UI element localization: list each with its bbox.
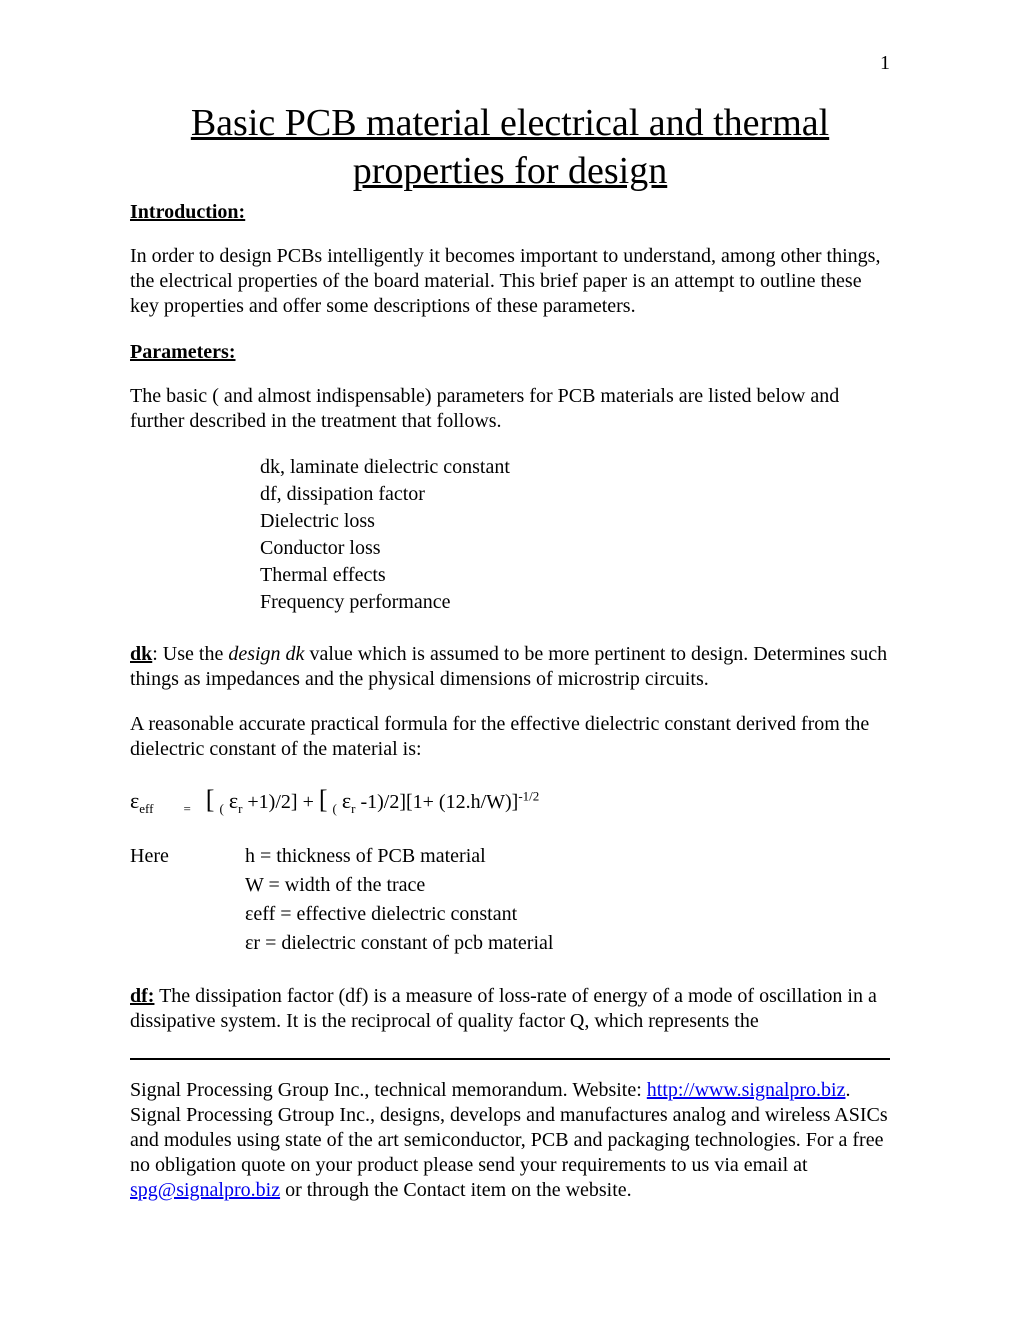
parameters-heading: Parameters: bbox=[130, 341, 890, 364]
page-number: 1 bbox=[880, 52, 890, 75]
def-eff-text: = effective dielectric constant bbox=[275, 903, 517, 925]
here-label: Here bbox=[130, 842, 240, 871]
def-eff: εeff = effective dielectric constant bbox=[245, 900, 553, 929]
df-label: df: bbox=[130, 985, 154, 1007]
list-item: Dielectric loss bbox=[260, 508, 890, 535]
list-item: dk, laminate dielectric constant bbox=[260, 454, 890, 481]
list-item: Conductor loss bbox=[260, 535, 890, 562]
definitions: h = thickness of PCB material W = width … bbox=[245, 842, 553, 958]
formula-intro: A reasonable accurate practical formula … bbox=[130, 712, 890, 762]
bracket: [ bbox=[319, 785, 328, 814]
parameter-list: dk, laminate dielectric constant df, dis… bbox=[260, 454, 890, 616]
paren: ( bbox=[219, 801, 223, 816]
dk-label: dk bbox=[130, 643, 152, 665]
paren: ( bbox=[333, 801, 337, 816]
website-link[interactable]: http://www.signalpro.biz bbox=[647, 1079, 846, 1101]
list-item: Frequency performance bbox=[260, 589, 890, 616]
formula-body-1: +1)/2] + bbox=[242, 791, 318, 813]
formula: εeff= [ ( εr +1)/2] + [ ( εr -1)/2][1+ (… bbox=[130, 782, 890, 818]
def-er: εr = dielectric constant of pcb material bbox=[245, 929, 553, 958]
variable-definitions: Here h = thickness of PCB material W = w… bbox=[130, 842, 890, 958]
list-item: df, dissipation factor bbox=[260, 481, 890, 508]
introduction-heading: Introduction: bbox=[130, 201, 890, 224]
footer-text-1: Signal Processing Group Inc., technical … bbox=[130, 1079, 647, 1101]
equals: = bbox=[183, 801, 190, 816]
eff-subscript: eff bbox=[253, 903, 275, 925]
document-title: Basic PCB material electrical and therma… bbox=[130, 100, 890, 195]
introduction-text: In order to design PCBs intelligently it… bbox=[130, 244, 890, 319]
email-link[interactable]: spg@signalpro.biz bbox=[130, 1179, 280, 1201]
formula-body-2: -1)/2][1+ (12.h/W)] bbox=[355, 791, 518, 813]
eff-subscript: eff bbox=[139, 801, 153, 816]
dk-paragraph: dk: Use the design dk value which is ass… bbox=[130, 642, 890, 692]
def-h: h = thickness of PCB material bbox=[245, 842, 553, 871]
list-item: Thermal effects bbox=[260, 562, 890, 589]
df-paragraph: df: The dissipation factor (df) is a mea… bbox=[130, 984, 890, 1034]
footer-text-3: or through the Contact item on the websi… bbox=[280, 1179, 632, 1201]
bracket: [ bbox=[206, 785, 215, 814]
horizontal-rule bbox=[130, 1058, 890, 1060]
dk-italic: design dk bbox=[228, 643, 304, 665]
def-er-text: = dielectric constant of pcb material bbox=[260, 932, 553, 954]
parameters-text: The basic ( and almost indispensable) pa… bbox=[130, 384, 890, 434]
df-text: The dissipation factor (df) is a measure… bbox=[130, 985, 877, 1032]
epsilon-symbol: ε bbox=[130, 788, 139, 813]
footer: Signal Processing Group Inc., technical … bbox=[130, 1078, 890, 1203]
dk-colon: : Use the bbox=[152, 643, 228, 665]
def-w: W = width of the trace bbox=[245, 871, 553, 900]
epsilon-symbol: ε bbox=[229, 788, 238, 813]
epsilon-symbol: ε bbox=[342, 788, 351, 813]
document-page: 1 Basic PCB material electrical and ther… bbox=[0, 0, 1020, 1243]
exponent: -1/2 bbox=[518, 788, 539, 803]
